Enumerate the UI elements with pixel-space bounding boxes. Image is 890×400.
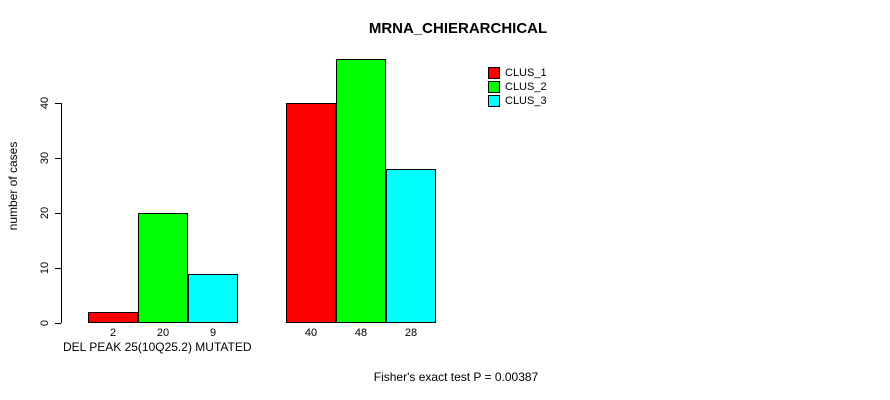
y-tick-label: 20: [39, 206, 51, 220]
bar: [138, 213, 188, 323]
y-tick: [55, 157, 61, 159]
legend-label: CLUS_2: [505, 81, 547, 93]
bar-value-label: 28: [404, 327, 418, 339]
bar-value-label: 40: [304, 327, 318, 339]
legend-item: CLUS_2: [488, 80, 547, 94]
y-axis-label: number of cases: [6, 141, 20, 231]
bar: [386, 169, 436, 323]
legend-label: CLUS_3: [505, 95, 547, 107]
legend-item: CLUS_1: [488, 66, 547, 80]
y-tick-label: 30: [39, 151, 51, 165]
bar: [188, 273, 238, 323]
y-tick: [55, 212, 61, 214]
y-tick-label: 0: [39, 319, 51, 327]
stat-annotation: Fisher's exact test P = 0.00387: [373, 370, 539, 384]
legend-item: CLUS_3: [488, 94, 547, 108]
bar-value-label: 48: [354, 327, 368, 339]
bar: [286, 103, 336, 323]
legend: CLUS_1 CLUS_2 CLUS_3: [488, 66, 547, 108]
bar-value-label: 20: [156, 327, 170, 339]
bar-value-label: 9: [209, 327, 217, 339]
y-tick: [55, 267, 61, 269]
chart-title: MRNA_CHIERARCHICAL: [368, 20, 548, 37]
y-tick: [55, 322, 61, 324]
x-axis-label: DEL PEAK 25(10Q25.2) MUTATED: [63, 340, 252, 354]
bar-value-label: 2: [109, 327, 117, 339]
y-axis-line: [61, 103, 62, 323]
legend-swatch-icon: [488, 81, 500, 93]
bar: [88, 312, 138, 323]
legend-swatch-icon: [488, 67, 500, 79]
bar: [336, 59, 386, 323]
y-tick: [55, 102, 61, 104]
legend-swatch-icon: [488, 95, 500, 107]
y-tick-label: 40: [39, 96, 51, 110]
y-tick-label: 10: [39, 261, 51, 275]
legend-label: CLUS_1: [505, 67, 547, 79]
